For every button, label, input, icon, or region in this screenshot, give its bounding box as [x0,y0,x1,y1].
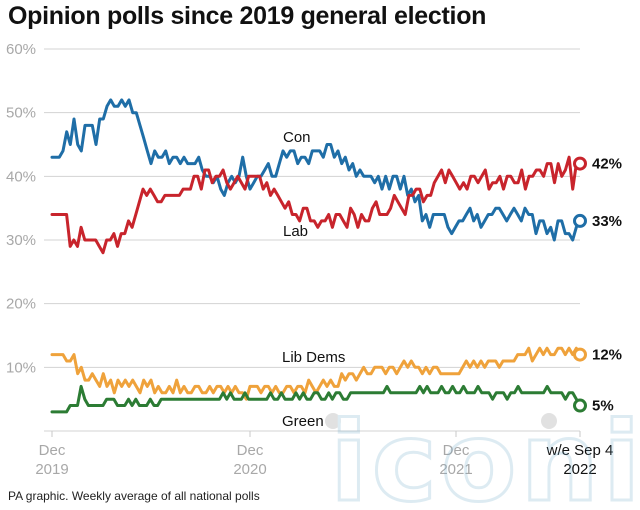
chart-footnote: PA graphic. Weekly average of all nation… [8,489,260,503]
series-line-con [50,98,582,242]
end-marker [573,398,587,413]
watermark: iconic [325,397,640,510]
x-tick-label: 2022 [563,461,596,478]
series-name-label: Con [283,129,311,146]
series-line-green [50,384,582,414]
x-axis-ticks: Dec 2019 Dec 2020 Dec 2021 w/e Sep 4 2022 [35,431,613,478]
y-tick-label: 50% [6,105,36,122]
series-lines [50,98,587,414]
x-tick-label: 2019 [35,461,68,478]
series-line-lab [50,155,582,255]
x-tick-label: Dec [39,442,66,459]
series-labels: 33% Con 42% Lab 12% Lib Dems 5% Green [282,129,622,430]
x-tick-label: 2021 [439,461,472,478]
series-name-label: Green [282,413,324,430]
end-value-label: 42% [592,156,622,173]
end-marker [573,347,587,362]
x-tick-label: Dec [443,442,470,459]
x-tick-label: Dec [237,442,264,459]
end-value-label: 12% [592,347,622,364]
end-marker [573,213,587,228]
y-tick-label: 30% [6,232,36,249]
y-tick-label: 60% [6,41,36,58]
svg-text:iconic: iconic [330,398,640,510]
series-name-label: Lib Dems [282,349,345,366]
end-marker [573,156,587,171]
end-value-label: 5% [592,398,614,415]
x-tick-label: w/e Sep 4 [546,442,614,459]
y-tick-label: 40% [6,168,36,185]
y-tick-label: 20% [6,296,36,313]
x-tick-label: 2020 [233,461,266,478]
end-value-label: 33% [592,213,622,230]
series-name-label: Lab [283,223,308,240]
y-tick-label: 10% [6,359,36,376]
chart-title: Opinion polls since 2019 general electio… [8,2,487,30]
y-axis-ticks: 60% 50% 40% 30% 20% 10% [6,41,36,376]
